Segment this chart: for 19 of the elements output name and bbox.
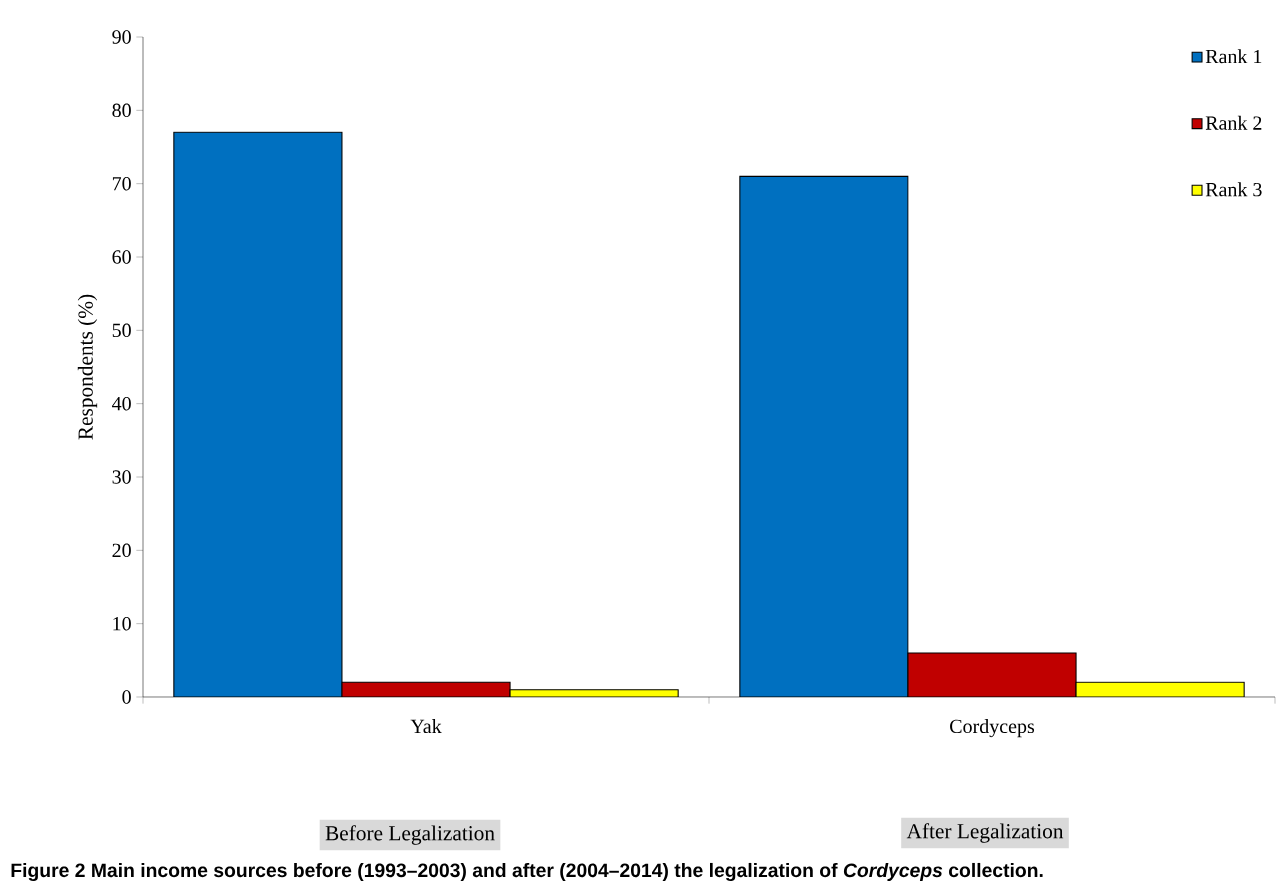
y-tick-label: 60 <box>112 250 131 264</box>
y-tick-label: 80 <box>112 103 131 118</box>
y-tick-label: 70 <box>112 176 131 191</box>
y-tick-label: 10 <box>113 616 131 631</box>
y-axis-title: Respondents (%) <box>77 294 98 440</box>
x-tick-label: Yak <box>410 719 442 734</box>
y-tick-label: 50 <box>112 323 131 338</box>
text: Before Legalization <box>325 825 495 845</box>
legend-label: Rank 3 <box>1205 182 1262 197</box>
y-tick-label: 30 <box>112 470 131 484</box>
x-tick-label: Cordyceps <box>950 719 1035 738</box>
legend-label: Rank 2 <box>1205 115 1262 130</box>
y-tick-label: 40 <box>112 396 131 411</box>
caption: Figure 2 Main income sources before (1993–2003) and after (2004–2014) the legalization of Cordyceps collection. <box>11 862 1043 882</box>
y-tick-label: 20 <box>112 543 131 558</box>
y-tick-label: 90 <box>112 30 131 44</box>
legend-label: Rank 1 <box>1205 49 1262 64</box>
y-tick-label: 0 <box>122 690 131 704</box>
text: After Legalization <box>906 823 1064 843</box>
